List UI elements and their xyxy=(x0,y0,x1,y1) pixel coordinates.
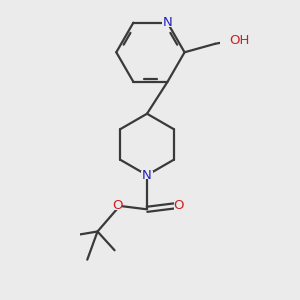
Text: OH: OH xyxy=(229,34,249,47)
Text: N: N xyxy=(163,16,172,29)
FancyBboxPatch shape xyxy=(231,36,247,45)
Text: O: O xyxy=(112,200,122,212)
FancyBboxPatch shape xyxy=(174,202,183,210)
Text: O: O xyxy=(173,200,184,212)
FancyBboxPatch shape xyxy=(142,171,153,179)
FancyBboxPatch shape xyxy=(112,202,122,210)
FancyBboxPatch shape xyxy=(162,18,173,27)
Text: N: N xyxy=(142,169,152,182)
